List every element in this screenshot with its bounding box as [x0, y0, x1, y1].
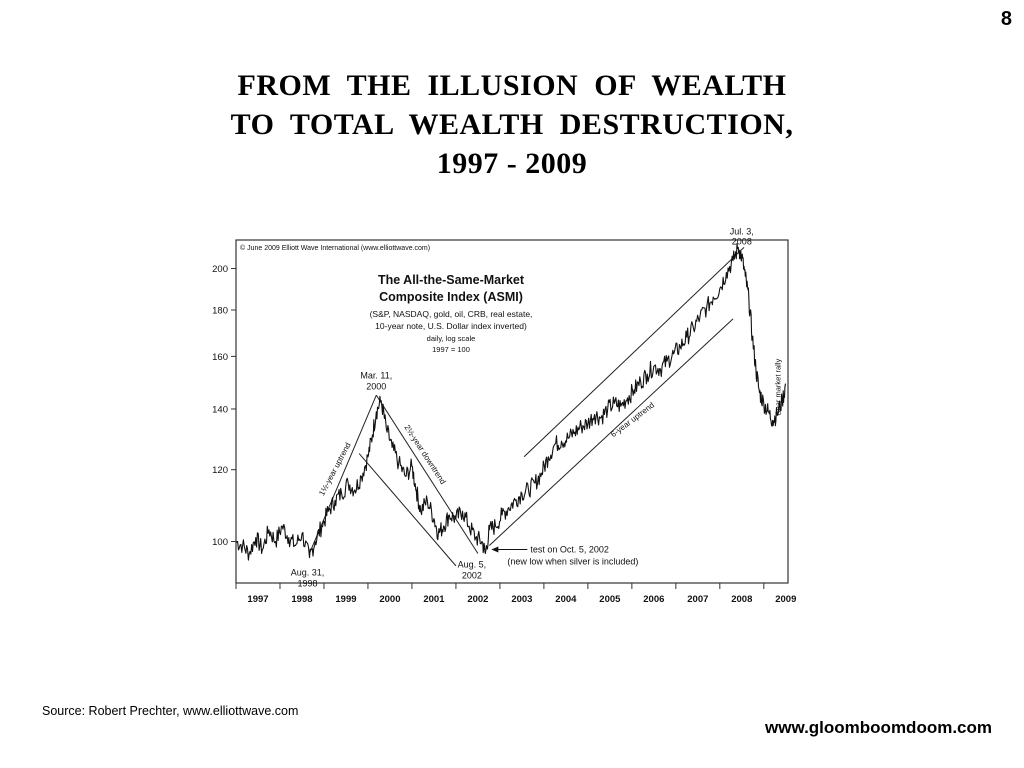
annotation-mar-2000-line-2: 2000	[366, 382, 386, 392]
downtrend-channel-upper	[375, 394, 479, 554]
plot-frame	[235, 239, 789, 584]
annotations: Mar. 11,2000 Aug. 31,1998 Aug. 5,2002 Jul. …	[291, 228, 754, 589]
annotation-aug-2002-line-2: 2002	[462, 570, 482, 580]
slide-title-line-2: TO TOTAL WEALTH DESTRUCTION,	[230, 108, 794, 141]
asmi-series-line	[235, 242, 787, 561]
y-tick-label: 120	[212, 465, 228, 476]
chart-subtitle: Composite Index (ASMI)	[379, 290, 523, 304]
slide-title-line-1: FROM THE ILLUSION OF WEALTH	[237, 69, 787, 102]
y-tick-label: 180	[212, 305, 228, 316]
page-number: 8	[1000, 8, 1012, 30]
x-tick-label: 2001	[423, 594, 445, 605]
chart-description-line-1: (S&P, NASDAQ, gold, oil, CRB, real estat…	[370, 309, 533, 319]
website-link[interactable]: www.gloomboomdoom.com	[765, 718, 992, 737]
annotation-aug-1998-line-2: 1998	[297, 579, 317, 589]
x-tick-label: 2003	[511, 594, 532, 605]
y-tick-label: 200	[212, 264, 228, 275]
annotation-jul-2008-line-2: 2008	[732, 236, 752, 246]
x-tick-label: 1998	[291, 594, 312, 605]
chart-description-line-4: 1997 = 100	[432, 345, 470, 354]
annotation-test-line-1: test on Oct. 5, 2002	[530, 544, 609, 554]
x-tick-label: 2004	[555, 594, 577, 605]
slide-title-line-3: 1997 - 2009	[436, 147, 588, 180]
x-tick-label: 2009	[775, 594, 796, 605]
chart-title-block: The All-the-Same-Market Composite Index …	[370, 273, 533, 354]
annotation-aug-1998-line-1: Aug. 31,	[291, 568, 325, 578]
y-tick-label: 140	[212, 404, 228, 415]
uptrend-2002-channel-lower	[489, 318, 734, 546]
trend-label-uptrend-2002: 6-year uptrend	[609, 401, 656, 440]
x-tick-label: 1999	[335, 594, 356, 605]
annotation-jul-2008-line-1: Jul. 3,	[730, 228, 754, 236]
downtrend-channel-lower	[358, 453, 457, 567]
trend-channels	[308, 247, 745, 567]
x-tick-label: 2002	[467, 594, 488, 605]
chart-copyright: © June 2009 Elliott Wave International (…	[240, 244, 430, 252]
series-layer	[235, 242, 787, 561]
chart-title: The All-the-Same-Market	[378, 273, 525, 287]
y-tick-label: 100	[212, 537, 228, 548]
trend-label-bear-rally: Bear market rally	[774, 358, 783, 415]
asmi-chart: © June 2009 Elliott Wave International (…	[200, 228, 800, 628]
chart-description-line-2: 10-year note, U.S. Dollar index inverted…	[375, 321, 527, 331]
x-tick-label: 2006	[643, 594, 664, 605]
x-tick-label: 2008	[731, 594, 752, 605]
uptrend-2002-channel-upper	[523, 247, 745, 458]
x-tick-label: 2000	[379, 594, 400, 605]
y-axis: 100 120 140 160 180 200	[212, 264, 236, 548]
x-tick-label: 2007	[687, 594, 708, 605]
chart-svg: © June 2009 Elliott Wave International (…	[212, 228, 796, 605]
slide-title: FROM THE ILLUSION OF WEALTH TO TOTAL WEA…	[0, 66, 1024, 183]
annotation-arrow-head	[491, 546, 499, 553]
x-tick-label: 1997	[247, 594, 268, 605]
y-tick-label: 160	[212, 352, 228, 363]
source-note: Source: Robert Prechter, www.elliottwave…	[42, 704, 299, 718]
trend-label-uptrend-1998: 1½-year uptrend	[317, 441, 353, 497]
annotation-aug-2002-line-1: Aug. 5,	[458, 559, 487, 569]
annotation-test-line-2: (new low when silver is included)	[507, 556, 638, 566]
chart-description-line-3: daily, log scale	[427, 334, 476, 343]
x-tick-label: 2005	[599, 594, 621, 605]
x-axis: 1997 1998 1999 2000 2001 2002 2003 2004 2005 2006…	[235, 583, 796, 605]
annotation-mar-2000-line-1: Mar. 11,	[360, 371, 392, 381]
